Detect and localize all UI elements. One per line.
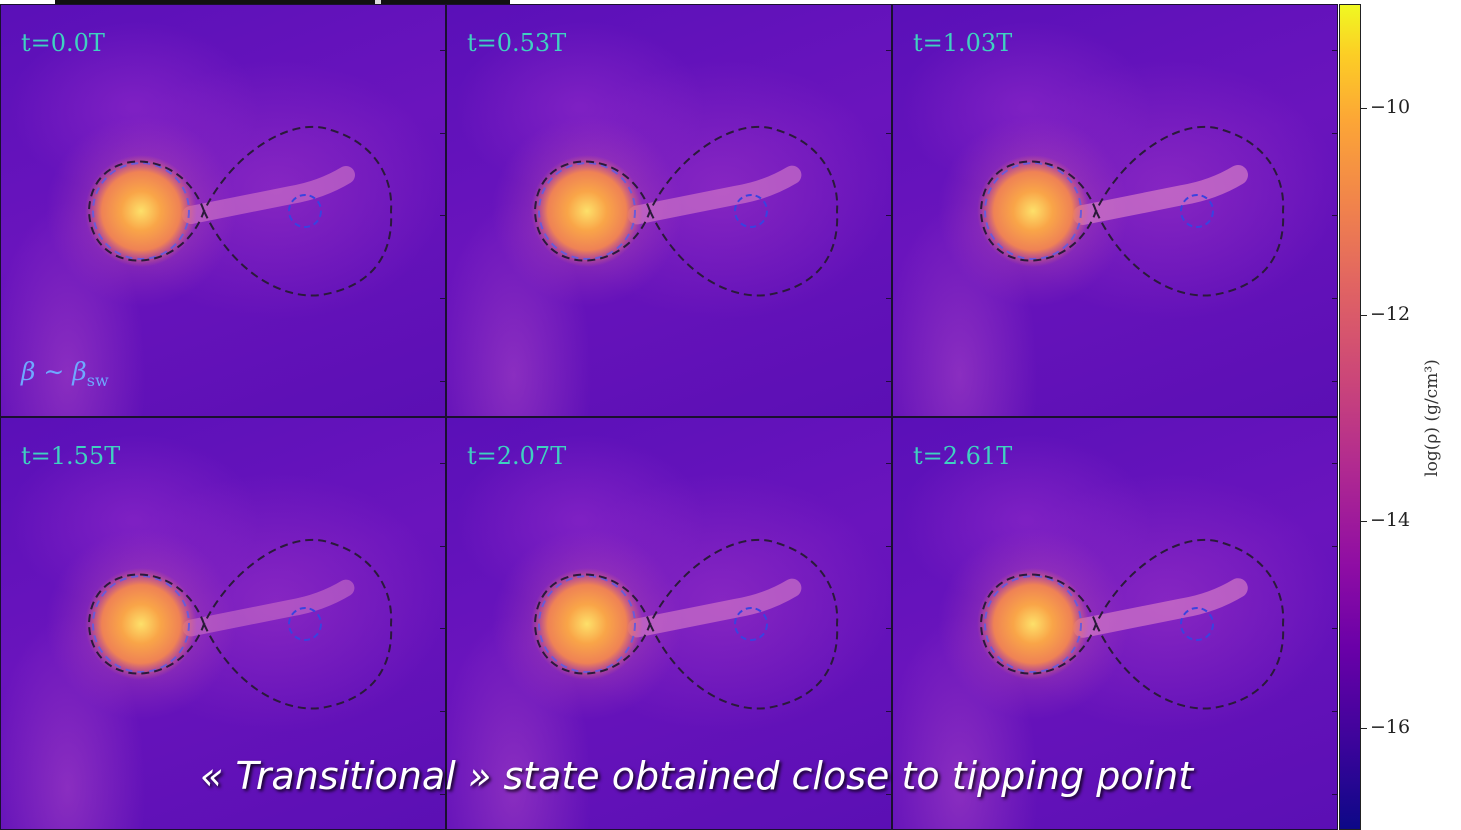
axis-ticks xyxy=(1331,418,1337,829)
mass-transfer-stream xyxy=(1073,165,1248,225)
axis-tick xyxy=(886,50,891,51)
donor-star-outline xyxy=(538,162,636,260)
donor-star xyxy=(531,568,643,680)
density-colorbar xyxy=(1339,4,1361,830)
axis-tick xyxy=(1332,133,1337,134)
donor-star xyxy=(977,568,1089,680)
caption: « Transitional » state obtained close to… xyxy=(200,754,1194,798)
binary-star-overlay xyxy=(492,529,839,719)
colorbar-tick-label: −16 xyxy=(1370,716,1411,738)
mass-transfer-stream xyxy=(182,166,355,224)
axis-tick xyxy=(440,711,445,712)
panel-2: t=0.53T xyxy=(446,4,892,417)
panel-1: t=0.0T β ∼ βsw xyxy=(0,4,446,417)
time-label: t=2.07T xyxy=(467,442,567,470)
colorbar-tick xyxy=(1361,521,1367,522)
panel-4: t=1.55T xyxy=(0,417,446,830)
beta-label: β ∼ βsw xyxy=(21,357,109,390)
donor-star-outline xyxy=(92,162,190,260)
mass-transfer-stream xyxy=(182,579,355,637)
axis-tick xyxy=(886,215,891,216)
axis-tick xyxy=(886,133,891,134)
axis-tick xyxy=(886,711,891,712)
axis-tick xyxy=(886,298,891,299)
accretor-outline xyxy=(1180,607,1214,641)
mass-transfer-stream xyxy=(627,578,802,638)
axis-tick xyxy=(440,546,445,547)
axis-tick xyxy=(1332,215,1337,216)
axis-tick xyxy=(886,546,891,547)
colorbar-tick xyxy=(1361,728,1367,729)
roche-lobe xyxy=(533,538,839,710)
binary-star-overlay xyxy=(492,116,839,306)
time-label: t=1.03T xyxy=(913,29,1013,57)
axis-tick xyxy=(440,628,445,629)
donor-star xyxy=(85,568,197,680)
simulation-grid: t=0.0T β ∼ βsw t=0.53T t=1.03T t=1.55T t… xyxy=(0,4,1338,830)
roche-lobe xyxy=(533,125,839,297)
time-label: t=2.61T xyxy=(913,442,1013,470)
donor-star-outline xyxy=(984,162,1082,260)
axis-tick xyxy=(1332,381,1337,382)
donor-star-outline xyxy=(538,575,636,673)
colorbar-tick xyxy=(1361,315,1367,316)
roche-lobe xyxy=(979,538,1285,710)
axis-ticks xyxy=(885,418,891,829)
colorbar-tick-label: −14 xyxy=(1370,509,1411,531)
panel-6: t=2.61T xyxy=(892,417,1338,830)
mass-transfer-stream xyxy=(1073,578,1248,638)
axis-tick xyxy=(1332,463,1337,464)
axis-tick xyxy=(440,215,445,216)
roche-lobe xyxy=(87,538,393,710)
donor-star xyxy=(531,155,643,267)
axis-tick xyxy=(440,50,445,51)
time-label: t=0.53T xyxy=(467,29,567,57)
roche-lobe xyxy=(979,125,1285,297)
donor-star xyxy=(977,155,1089,267)
accretor-outline xyxy=(288,194,322,228)
axis-tick xyxy=(1332,298,1337,299)
axis-tick xyxy=(1332,628,1337,629)
axis-ticks xyxy=(439,5,445,416)
accretor-outline xyxy=(1180,194,1214,228)
roche-lobe xyxy=(87,125,393,297)
time-label: t=1.55T xyxy=(21,442,121,470)
accretor-outline xyxy=(288,607,322,641)
axis-tick xyxy=(1332,546,1337,547)
donor-star-outline xyxy=(92,575,190,673)
axis-ticks xyxy=(439,418,445,829)
axis-tick xyxy=(440,794,445,795)
donor-star-outline xyxy=(984,575,1082,673)
axis-tick xyxy=(886,628,891,629)
colorbar-tick-label: −10 xyxy=(1370,96,1411,118)
axis-tick xyxy=(886,794,891,795)
accretor-outline xyxy=(734,607,768,641)
accretor-outline xyxy=(734,194,768,228)
binary-star-overlay xyxy=(46,116,393,306)
binary-star-overlay xyxy=(938,116,1285,306)
panel-3: t=1.03T xyxy=(892,4,1338,417)
time-label: t=0.0T xyxy=(21,29,105,57)
axis-tick xyxy=(1332,794,1337,795)
axis-tick xyxy=(886,463,891,464)
axis-tick xyxy=(440,133,445,134)
binary-star-overlay xyxy=(938,529,1285,719)
mass-transfer-stream xyxy=(627,165,802,225)
axis-tick xyxy=(1332,711,1337,712)
axis-ticks xyxy=(1331,5,1337,416)
top-bar-fragment xyxy=(55,0,510,4)
axis-tick xyxy=(886,381,891,382)
axis-tick xyxy=(1332,50,1337,51)
axis-ticks xyxy=(885,5,891,416)
axis-tick xyxy=(440,298,445,299)
axis-tick xyxy=(440,463,445,464)
donor-star xyxy=(85,155,197,267)
colorbar-tick xyxy=(1361,108,1367,109)
binary-star-overlay xyxy=(46,529,393,719)
axis-tick xyxy=(440,381,445,382)
panel-5: t=2.07T xyxy=(446,417,892,830)
colorbar-tick-label: −12 xyxy=(1370,303,1411,325)
